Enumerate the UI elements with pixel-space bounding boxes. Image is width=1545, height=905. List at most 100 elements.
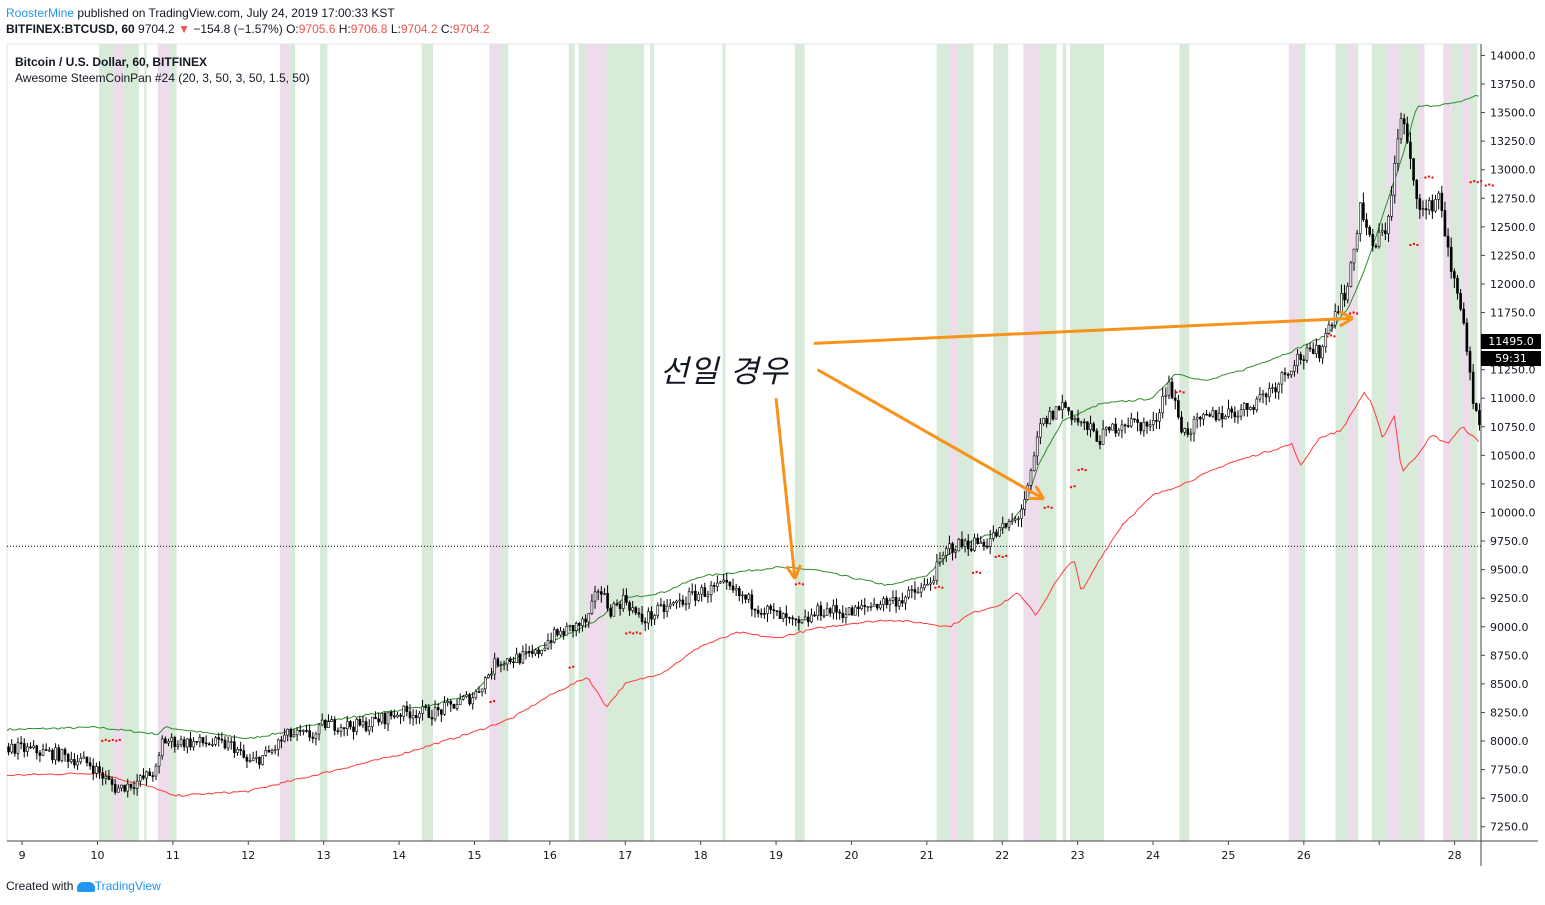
candle-body [722, 579, 725, 583]
candle-body [76, 761, 79, 766]
candle [160, 735, 164, 760]
candle-body [1029, 470, 1033, 486]
candle [1358, 201, 1362, 242]
candle [653, 613, 656, 626]
candle [916, 586, 920, 594]
candle [1421, 200, 1425, 217]
candle [132, 780, 136, 795]
low-label: L: [390, 22, 401, 36]
candle-body [897, 600, 901, 607]
candle [1139, 422, 1143, 435]
candle-body [1268, 388, 1271, 398]
candle-body [1045, 418, 1048, 424]
price-tick-label: 14000.0 [1490, 49, 1536, 62]
candle [534, 648, 537, 657]
candle [1070, 410, 1074, 426]
candle [781, 612, 785, 623]
candle [703, 582, 707, 598]
candle [957, 537, 961, 552]
series-title[interactable]: Bitcoin / U.S. Dollar, 60, BITFINEX [15, 55, 208, 69]
candle-body [687, 591, 691, 605]
candle-body [1424, 208, 1428, 211]
signal-dot [1356, 312, 1359, 315]
candle [1026, 482, 1030, 501]
candle [527, 645, 531, 658]
candle-body [694, 591, 697, 601]
signal-dot [568, 666, 571, 669]
candle-body [709, 585, 713, 596]
candle [828, 607, 832, 617]
signal-dot [489, 701, 492, 704]
candle [750, 589, 754, 617]
candle-body [1007, 521, 1011, 528]
time-tick-label: 19 [769, 849, 783, 862]
candle-body [719, 581, 722, 584]
candle [314, 731, 318, 746]
candle [10, 739, 14, 755]
candle [518, 652, 522, 665]
candle [1390, 186, 1393, 221]
candle [628, 600, 631, 616]
candle-body [863, 605, 867, 608]
candle-body [643, 621, 647, 624]
signal-dot [1077, 469, 1080, 472]
candle [537, 646, 540, 659]
candle-body [1474, 403, 1478, 411]
candle-body [518, 653, 522, 664]
candle [1377, 223, 1381, 249]
highlight-zones [98, 44, 1478, 841]
candle [1371, 229, 1375, 252]
candle-body [245, 756, 249, 762]
candle-body [1170, 381, 1174, 399]
candle [330, 715, 333, 723]
signal-dot [1001, 555, 1004, 558]
candle-body [499, 664, 503, 666]
candle-body [1070, 410, 1074, 421]
time-tick-label: 17 [618, 849, 632, 862]
close-value: 9704.2 [452, 22, 490, 36]
candle [1051, 409, 1055, 421]
signal-dot [1412, 242, 1415, 245]
annotation-arrow [813, 310, 1354, 345]
candle-body [170, 737, 173, 742]
tradingview-brand[interactable]: TradingView [94, 879, 161, 893]
candle [1073, 416, 1077, 423]
candle [803, 609, 807, 621]
candle [26, 742, 29, 757]
candle-body [1224, 416, 1227, 420]
indicator-title[interactable]: Awesome SteemCoinPan #24 (20, 3, 50, 3, … [15, 71, 310, 85]
author-link[interactable]: RoosterMine [6, 6, 75, 20]
candle-body [16, 742, 20, 754]
candle [1440, 185, 1444, 218]
candle [719, 580, 722, 584]
candle-body [126, 783, 130, 792]
candle-body [333, 719, 337, 731]
highlight-zone-green [1469, 44, 1478, 841]
candle [1095, 428, 1099, 443]
candle [477, 686, 481, 693]
candle [1045, 415, 1048, 428]
candle-body [1202, 413, 1205, 420]
candle-body [1349, 262, 1353, 287]
signal-dot [1329, 334, 1332, 337]
signal-dot [1047, 505, 1050, 508]
candle-body [828, 608, 832, 614]
candle [63, 747, 67, 762]
candle-body [700, 587, 703, 595]
candle-body [73, 759, 76, 766]
candle [170, 733, 173, 749]
candle-body [1302, 359, 1306, 361]
candle [668, 598, 672, 610]
candle [1446, 228, 1450, 257]
candle [813, 611, 816, 617]
candle [631, 600, 634, 614]
candle [756, 605, 760, 618]
candle-body [1305, 347, 1309, 361]
price-tick-label: 8250.0 [1490, 706, 1529, 719]
time-axis[interactable]: 9 10 11 12 13 14 15 16 17 18 19 20 21 22 23 24 25 26 28 [19, 841, 1462, 862]
candle [1249, 406, 1252, 411]
candle [1302, 355, 1306, 370]
price-axis[interactable]: 7250.0 7500.0 7750.0 8000.0 8250.0 8500.0 8750… [1481, 49, 1536, 834]
candle [1453, 268, 1456, 288]
